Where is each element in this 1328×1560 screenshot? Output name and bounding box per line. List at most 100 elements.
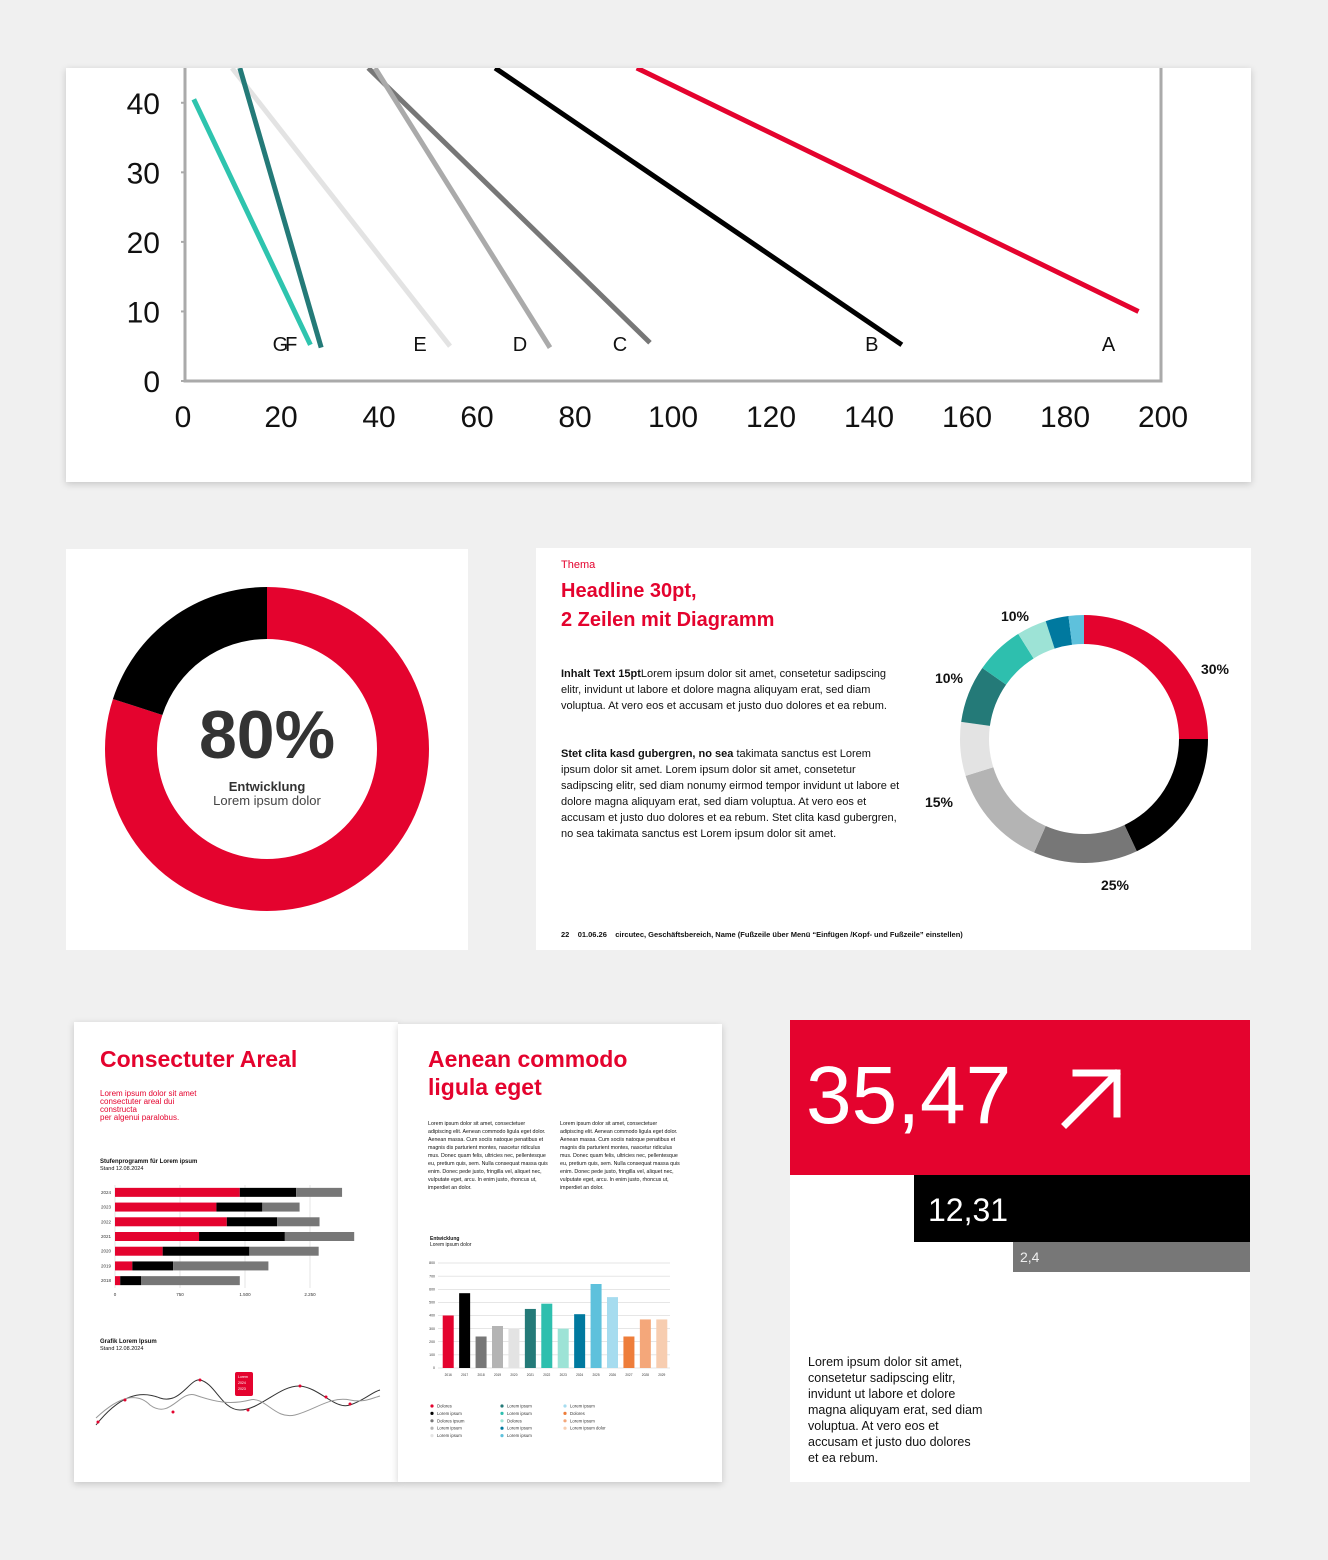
tooltip-line: Lorem	[238, 1375, 248, 1379]
bar-subtitle: Lorem ipsum dolor	[430, 1242, 472, 1248]
legend-swatch	[430, 1434, 434, 1438]
kpi-red-block	[790, 1020, 1250, 1175]
series-line	[230, 68, 453, 348]
bar-segment	[249, 1246, 319, 1256]
series-label: E	[413, 334, 426, 356]
legend-swatch	[430, 1411, 434, 1415]
bar	[475, 1336, 487, 1368]
legend-label: Dolores	[437, 1404, 452, 1409]
bar	[607, 1297, 618, 1368]
intro-line: constructa	[100, 1105, 137, 1114]
x-tick-label: 1.500	[239, 1292, 251, 1297]
line-chart-card	[66, 68, 1251, 482]
slide-footer: 22 01.06.26 circutec, Geschäftsbereich, …	[561, 930, 963, 939]
title-line: ligula eget	[428, 1074, 542, 1100]
bar	[541, 1303, 553, 1368]
bar	[639, 1319, 651, 1368]
legend-swatch	[563, 1419, 567, 1423]
x-tick-label: 20	[264, 401, 297, 434]
donut-segment	[965, 767, 1046, 853]
lead: Inhalt Text 15pt	[561, 668, 641, 680]
series-label: D	[513, 334, 527, 356]
legend-swatch	[500, 1426, 504, 1430]
bar	[574, 1314, 586, 1368]
x-tick-label: 120	[746, 401, 796, 434]
legend-label: Dolores	[570, 1411, 585, 1416]
bar-segment	[120, 1276, 141, 1286]
legend-swatch	[500, 1419, 504, 1423]
kpi-main: 35,47	[806, 1050, 1012, 1141]
donut-segment	[112, 587, 268, 716]
bar-segment	[115, 1276, 121, 1286]
legend-swatch	[430, 1426, 434, 1430]
y-tick-label: 2023	[101, 1205, 112, 1210]
y-tick-label: 700	[429, 1274, 435, 1278]
x-tick-label: 2020	[510, 1373, 517, 1377]
series-label: C	[613, 334, 627, 356]
bar-segment	[162, 1246, 250, 1256]
x-tick-label: 2025	[593, 1373, 600, 1377]
x-tick-label: 2029	[658, 1373, 665, 1377]
tooltip-line: 2023	[238, 1387, 246, 1391]
kpi-black-block	[914, 1175, 1250, 1242]
bar-segment	[239, 1187, 297, 1197]
legend-swatch	[500, 1411, 504, 1415]
bar	[656, 1319, 668, 1368]
x-tick-label: 2026	[609, 1373, 616, 1377]
y-tick-label: 2021	[101, 1234, 112, 1239]
brochure-left-title: Consectuter Areal	[100, 1046, 298, 1072]
bar-segment	[296, 1187, 343, 1197]
slide-paragraph: Inhalt Text 15ptLorem ipsum dolor sit am…	[561, 666, 903, 714]
bar-segment	[132, 1261, 174, 1271]
plot-frame	[183, 68, 1163, 383]
x-tick-label: 2024	[576, 1373, 583, 1377]
mini-line-title: Grafik Lorem Ipsum	[100, 1339, 157, 1345]
y-tick-label: 30	[127, 157, 160, 190]
bar	[590, 1284, 602, 1368]
bar	[442, 1315, 454, 1368]
bar-segment	[115, 1187, 240, 1197]
y-tick-label: 2020	[101, 1249, 112, 1254]
bar	[459, 1293, 471, 1368]
footer-text: circutec, Geschäftsbereich, Name (Fußzei…	[615, 930, 963, 939]
intro-line: consectuter areal dui	[100, 1097, 175, 1106]
x-tick-label: 200	[1138, 401, 1188, 434]
y-tick-label: 2024	[101, 1190, 112, 1195]
body: takimata sanctus est Lorem ipsum dolor s…	[561, 748, 900, 840]
segment-label: 25%	[1101, 877, 1130, 893]
bar	[557, 1328, 569, 1368]
series-line	[493, 68, 904, 347]
y-tick-label: 600	[429, 1287, 435, 1291]
bar-segment	[115, 1246, 163, 1256]
brochure-column: Lorem ipsum dolor sit amet, consectetuer…	[428, 1121, 548, 1191]
series-line	[635, 68, 1140, 314]
x-tick-label: 2022	[543, 1373, 550, 1377]
headline-line: Headline 30pt,	[561, 580, 697, 602]
donut-segment	[1034, 824, 1137, 863]
page-number: 22	[561, 930, 570, 939]
y-tick-label: 2019	[101, 1263, 112, 1268]
legend-swatch	[430, 1404, 434, 1408]
x-tick-label: 2018	[478, 1373, 485, 1377]
y-tick-label: 10	[127, 296, 160, 329]
legend-label: Dolores	[507, 1418, 522, 1423]
mini-line-chart	[95, 1372, 381, 1426]
x-tick-label: 2.250	[304, 1292, 316, 1297]
brochure-right-page	[398, 1024, 722, 1482]
series-label: B	[865, 334, 878, 356]
x-tick-label: 140	[844, 401, 894, 434]
slide-topic: Thema	[561, 559, 596, 571]
x-tick-label: 750	[176, 1292, 184, 1297]
x-tick-label: 0	[175, 401, 192, 434]
kpi-second: 12,31	[928, 1192, 1009, 1228]
y-tick-label: 20	[127, 227, 160, 260]
series-label: F	[285, 334, 297, 356]
bar	[492, 1326, 503, 1368]
kpi-text: Lorem ipsum dolor sit amet, consetetur s…	[808, 1355, 983, 1465]
mini-line-subtitle: Stand 12.08.2024	[100, 1346, 144, 1352]
slide-card	[536, 548, 1251, 950]
y-tick-label: 800	[429, 1261, 435, 1265]
donut-segment	[960, 721, 994, 776]
slide-paragraph: Stet clita kasd gubergren, no sea takima…	[561, 746, 903, 842]
legend-swatch	[563, 1426, 567, 1430]
